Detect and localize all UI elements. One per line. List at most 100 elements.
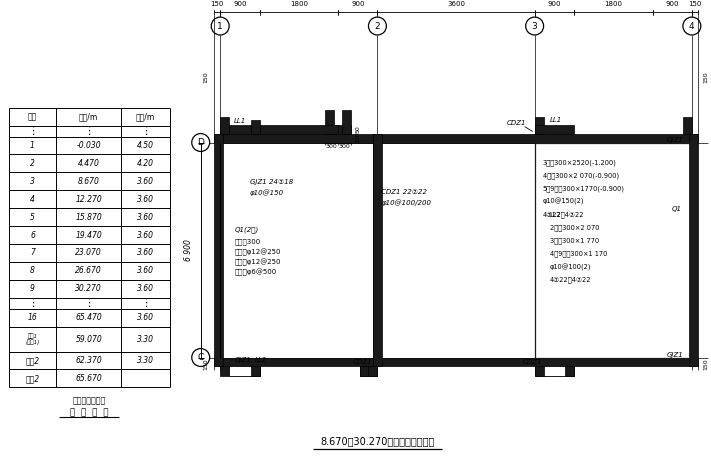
Text: 3: 3 xyxy=(532,22,538,30)
Text: 结构层楼面标高: 结构层楼面标高 xyxy=(73,396,106,405)
Text: 2: 2 xyxy=(375,22,380,30)
Text: 900: 900 xyxy=(665,1,679,7)
Text: 9: 9 xyxy=(30,284,35,293)
Text: C: C xyxy=(198,353,204,362)
Text: 5～9层：300×1770(-0.900): 5～9层：300×1770(-0.900) xyxy=(542,185,624,192)
Text: 4.50: 4.50 xyxy=(137,141,154,150)
Bar xyxy=(325,125,351,134)
Text: 3.60: 3.60 xyxy=(137,195,154,204)
Text: 3层：300×2520(-1.200): 3层：300×2520(-1.200) xyxy=(542,159,616,166)
Text: 3.60: 3.60 xyxy=(137,212,154,222)
Bar xyxy=(360,366,378,377)
Bar xyxy=(535,117,544,134)
Text: 19.470: 19.470 xyxy=(75,231,102,240)
Text: 3.30: 3.30 xyxy=(137,334,154,344)
Bar xyxy=(535,143,692,357)
Text: GJZ1: GJZ1 xyxy=(667,136,683,143)
Text: 62.370: 62.370 xyxy=(75,356,102,365)
Text: 65.470: 65.470 xyxy=(75,313,102,322)
Text: 30.270: 30.270 xyxy=(75,284,102,293)
Text: D: D xyxy=(197,138,204,147)
Text: 4⑦22；4⑦22: 4⑦22；4⑦22 xyxy=(550,277,591,283)
Text: Q1(2排): Q1(2排) xyxy=(235,227,260,234)
Bar xyxy=(250,366,260,377)
Text: φ10@100/200: φ10@100/200 xyxy=(381,199,432,205)
Text: 16: 16 xyxy=(28,313,38,322)
Text: CDZ1: CDZ1 xyxy=(507,120,526,126)
Text: φ10@150: φ10@150 xyxy=(250,189,284,196)
Text: 23.070: 23.070 xyxy=(75,249,102,257)
Text: 65.670: 65.670 xyxy=(75,374,102,383)
Text: 1800: 1800 xyxy=(604,1,622,7)
Text: 150: 150 xyxy=(210,1,224,7)
Bar xyxy=(535,366,544,377)
Text: 3.60: 3.60 xyxy=(137,266,154,275)
Text: 1: 1 xyxy=(30,141,35,150)
Text: 7: 7 xyxy=(30,249,35,257)
Text: φ10@150(2): φ10@150(2) xyxy=(542,197,584,205)
Text: LL1: LL1 xyxy=(234,118,246,124)
Text: LL2: LL2 xyxy=(550,212,561,218)
Bar xyxy=(325,110,334,134)
Text: 标高/m: 标高/m xyxy=(79,112,98,121)
Bar xyxy=(368,366,378,377)
Text: 12.270: 12.270 xyxy=(75,195,102,204)
Text: 1: 1 xyxy=(218,22,223,30)
Text: ⋮: ⋮ xyxy=(83,298,95,308)
Text: 1800: 1800 xyxy=(290,1,308,7)
Text: ⋮: ⋮ xyxy=(27,298,38,308)
Text: 4层：300×2 070(-0.900): 4层：300×2 070(-0.900) xyxy=(542,172,619,179)
Text: 屋面1
(塔兤1): 屋面1 (塔兤1) xyxy=(26,333,40,345)
Bar xyxy=(535,366,574,377)
Bar xyxy=(220,125,260,134)
Text: 竖向：φ12@250: 竖向：φ12@250 xyxy=(235,258,282,265)
Text: CDZ1: CDZ1 xyxy=(353,360,372,365)
Text: 150: 150 xyxy=(703,71,708,83)
Text: 8.670～30.270剪力墙平法施工图: 8.670～30.270剪力墙平法施工图 xyxy=(320,436,434,446)
Bar xyxy=(683,117,692,134)
Bar xyxy=(535,125,574,134)
Bar xyxy=(229,366,260,377)
Text: 2层：300×2 070: 2层：300×2 070 xyxy=(550,225,599,231)
Text: 2: 2 xyxy=(30,159,35,168)
Text: 墙厚：300: 墙厚：300 xyxy=(235,239,262,245)
Text: 150: 150 xyxy=(356,132,360,144)
Text: 结  构  层  高: 结 构 层 高 xyxy=(70,408,109,417)
Text: 3.60: 3.60 xyxy=(137,249,154,257)
Text: 4⑦22；4⑦22: 4⑦22；4⑦22 xyxy=(542,211,584,218)
Text: 50: 50 xyxy=(356,125,360,133)
Text: 8.670: 8.670 xyxy=(77,177,100,186)
Text: 拉筋：φ6@500: 拉筋：φ6@500 xyxy=(235,268,277,276)
Text: ⋮: ⋮ xyxy=(83,126,95,136)
Text: 900: 900 xyxy=(233,1,247,7)
Text: ⋮: ⋮ xyxy=(140,126,151,136)
Text: GJZ1: GJZ1 xyxy=(667,352,683,357)
Text: 3.60: 3.60 xyxy=(137,231,154,240)
Text: 3600: 3600 xyxy=(447,1,465,7)
Text: 塔兤2: 塔兤2 xyxy=(26,356,40,365)
Text: ⋮: ⋮ xyxy=(27,126,38,136)
Text: 150: 150 xyxy=(203,358,208,370)
Text: 3.60: 3.60 xyxy=(137,313,154,322)
Text: 900: 900 xyxy=(351,1,365,7)
Text: 4.470: 4.470 xyxy=(77,159,100,168)
Bar xyxy=(260,125,338,134)
Text: 6 900: 6 900 xyxy=(183,239,193,261)
Text: 300: 300 xyxy=(326,144,338,149)
Bar xyxy=(213,357,698,366)
Text: 4: 4 xyxy=(689,22,695,30)
Text: CDZ1 22⑦22: CDZ1 22⑦22 xyxy=(381,189,427,195)
Text: 300: 300 xyxy=(339,144,351,149)
Text: φ10@100(2): φ10@100(2) xyxy=(550,263,591,271)
Text: CDZ1: CDZ1 xyxy=(523,360,542,365)
Text: 150: 150 xyxy=(203,71,208,83)
Bar xyxy=(690,134,698,366)
Text: 150: 150 xyxy=(703,358,708,370)
Bar xyxy=(220,117,229,134)
Text: 59.070: 59.070 xyxy=(75,334,102,344)
Text: 900: 900 xyxy=(547,1,561,7)
Bar xyxy=(250,120,260,134)
Text: 层号: 层号 xyxy=(28,112,37,121)
Bar xyxy=(565,366,574,377)
Text: 26.670: 26.670 xyxy=(75,266,102,275)
